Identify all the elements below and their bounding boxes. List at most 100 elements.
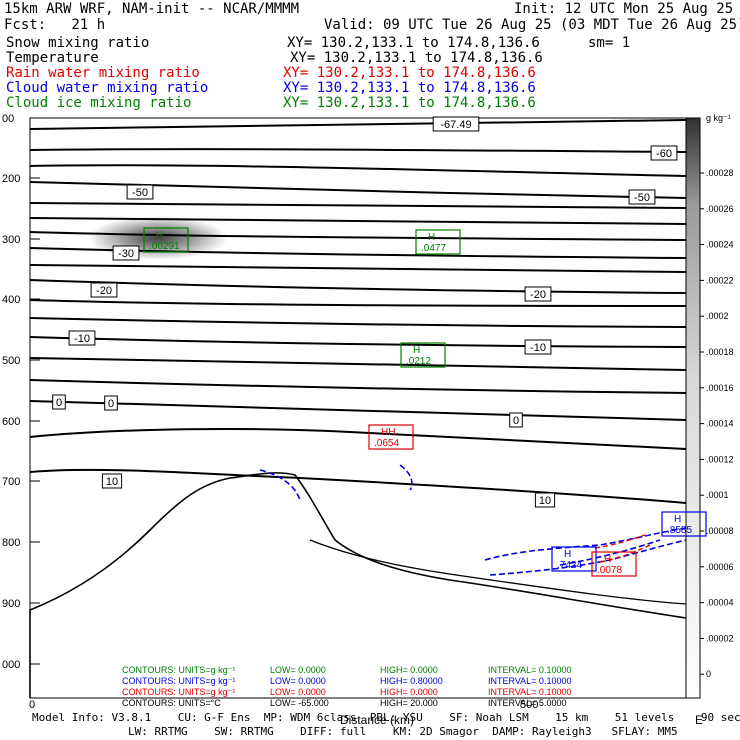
field-xy-cloud-ice: XY= 130.2,133.1 to 174.8,136.6 — [283, 95, 536, 111]
extremum-box — [661, 511, 707, 537]
colorbar-unit: g kg⁻¹ — [706, 113, 731, 123]
isotherm — [29, 379, 687, 394]
colorbar-tick-label: .00006 — [706, 562, 734, 572]
field-name-temperature: Temperature — [6, 50, 99, 66]
y-tick-label: 700 — [2, 476, 20, 488]
isotherm — [29, 336, 687, 348]
x-tick-label: 500 — [520, 699, 538, 711]
extremum-value: .8585 — [667, 525, 692, 536]
extremum-value: .0078 — [597, 565, 622, 576]
extremum-value: .00291 — [149, 241, 180, 252]
x-axis-label: Distance (km) — [340, 713, 414, 727]
temperature-label: 10 — [539, 495, 551, 507]
isotherm — [29, 231, 687, 241]
field-xy-snow: XY= 130.2,133.1 to 174.8,136.6 — [287, 35, 540, 51]
temperature-label-box — [650, 145, 678, 161]
isotherm-group — [29, 119, 687, 504]
colorbar-ticks: .00028 .00026 .00024 .00022 .0002 .00018 .0001… — [700, 168, 734, 679]
extremum-box — [591, 551, 637, 577]
colorbar-tick-label: 0 — [706, 669, 711, 679]
colorbar-tick-label: .00028 — [706, 168, 734, 178]
x-tick-label: 0 — [29, 699, 35, 711]
isotherm — [29, 264, 687, 273]
y-tick-label: 00 — [2, 113, 14, 125]
extremum-type: H — [674, 514, 681, 525]
colorbar-tick-label: .0002 — [706, 311, 729, 321]
temperature-label-box — [90, 282, 118, 298]
model-title: 15km ARW WRF, NAM-init -- NCAR/MMMM — [4, 1, 300, 17]
extremum-box — [551, 546, 597, 572]
extremum-value: .0477 — [421, 243, 446, 254]
extremum-box — [415, 229, 461, 255]
contour-low: LOW= 0.0000 — [270, 665, 326, 675]
contour-high: HIGH= 0.0000 — [380, 687, 438, 697]
contour-units: CONTOURS: UNITS=°C — [122, 698, 221, 708]
isotherm — [29, 468, 687, 504]
isotherm — [29, 119, 687, 130]
field-xy-cloud-water: XY= 130.2,133.1 to 174.8,136.6 — [283, 80, 536, 96]
temperature-label-box — [432, 116, 480, 132]
forecast-hour: Fcst: 21 h — [4, 17, 106, 33]
temperature-label: -10 — [530, 342, 546, 354]
extremum-value: .0654 — [374, 438, 399, 449]
extremum-type: H — [156, 230, 163, 241]
isotherm — [29, 317, 687, 328]
y-tick-label: 000 — [2, 659, 20, 671]
model-info-line1: Model Info: V3.8.1 CU: G-F Ens MP: WDM 6… — [32, 711, 740, 724]
contour-interval: INTERVAL= 5.0000 — [488, 698, 566, 708]
extremum-type: H — [428, 232, 435, 243]
temperature-label: -20 — [530, 289, 546, 301]
colorbar-tick-label: .0001 — [706, 490, 729, 500]
contour-low: LOW= 0.0000 — [270, 687, 326, 697]
y-tick-label: 500 — [2, 355, 20, 367]
temperature-label-box — [52, 394, 66, 410]
temperature-label: 0 — [513, 415, 519, 427]
colorbar-tick-label: .00022 — [706, 275, 734, 285]
valid-time: Valid: 09 UTC Tue 26 Aug 25 (03 MDT Tue … — [324, 17, 740, 33]
contour-low: LOW= 0.0000 — [270, 676, 326, 686]
field-name-cloud-ice: Cloud ice mixing ratio — [6, 95, 192, 111]
colorbar-tick-label: .00008 — [706, 526, 734, 536]
contour-high: HIGH= 20.000 — [380, 698, 438, 708]
contour-interval: INTERVAL= 0.10000 — [488, 676, 571, 686]
field-xy-rain: XY= 130.2,133.1 to 174.8,136.6 — [283, 65, 536, 81]
temperature-label-box — [534, 492, 556, 508]
isotherm — [29, 217, 687, 225]
temperature-label: -20 — [96, 285, 112, 297]
field-name-rain: Rain water mixing ratio — [6, 65, 200, 81]
isotherm — [29, 202, 687, 209]
contour-high: HIGH= 0.0000 — [380, 665, 438, 675]
y-axis-ticks: 00 200 300 400 500 600 700 800 900 000 — [2, 113, 40, 671]
extrema-markers: H.00291H.0477H.0212HH.0654H.7424H.8585H.… — [143, 227, 707, 577]
rain-water-contours — [594, 534, 651, 563]
colorbar-tick-label: .00018 — [706, 347, 734, 357]
temperature-label-box — [524, 339, 552, 355]
contour-high: HIGH= 0.80000 — [380, 676, 443, 686]
contour-info: CONTOURS: UNITS=g kg⁻¹ LOW= 0.0000 HIGH= 0… — [122, 665, 571, 708]
y-tick-label: 200 — [2, 173, 20, 185]
temperature-label: -30 — [118, 248, 134, 260]
temperature-label-box — [112, 245, 140, 261]
colorbar — [685, 117, 701, 699]
contour-units: CONTOURS: UNITS=g kg⁻¹ — [122, 676, 235, 686]
field-smoothing: sm= 1 — [588, 35, 631, 51]
temperature-label-box — [104, 395, 118, 411]
contour-low: LOW= -65.000 — [270, 698, 329, 708]
temperature-label-box — [126, 184, 154, 200]
terrain-profile-2 — [309, 539, 687, 605]
contour-interval: INTERVAL= 0.10000 — [488, 665, 571, 675]
y-tick-label: 900 — [2, 598, 20, 610]
isotherm — [29, 247, 687, 259]
colorbar-tick-label: .00016 — [706, 383, 734, 393]
extremum-type: H — [413, 345, 420, 356]
colorbar-tick-label: .00024 — [706, 240, 734, 250]
terrain-profile — [29, 472, 687, 698]
isotherm — [29, 400, 687, 421]
model-info-line2: LW: RRTMG SW: RRTMG DIFF: full KM: 2D Sm… — [128, 725, 678, 738]
temperature-label: -50 — [634, 192, 650, 204]
extremum-value: .0212 — [406, 356, 431, 367]
y-tick-label: 800 — [2, 537, 20, 549]
isotherm — [29, 148, 687, 153]
colorbar-tick-label: .00012 — [706, 454, 734, 464]
